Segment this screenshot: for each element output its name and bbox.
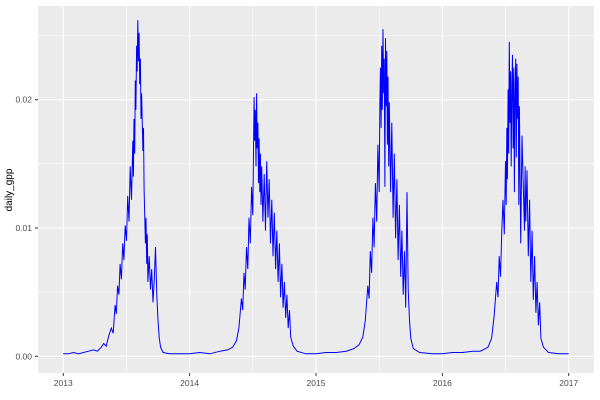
y-tick-label: 0.01 bbox=[15, 223, 32, 233]
x-tick-label: 2013 bbox=[54, 378, 73, 388]
series-line-daily_gpp bbox=[63, 20, 569, 355]
x-tick-label: 2017 bbox=[559, 378, 578, 388]
x-tick-label: 2016 bbox=[433, 378, 452, 388]
y-axis-title: daily_gpp bbox=[4, 168, 15, 211]
grid-major bbox=[38, 6, 594, 373]
x-tick-label: 2015 bbox=[307, 378, 326, 388]
y-tick-label: 0.02 bbox=[15, 95, 32, 105]
x-tick-label: 2014 bbox=[180, 378, 199, 388]
y-tick-label: 0.00 bbox=[15, 351, 32, 361]
axis-ticks: 2013 2014 2015 2016 2017 0.00 0.01 0.02 bbox=[15, 95, 578, 388]
